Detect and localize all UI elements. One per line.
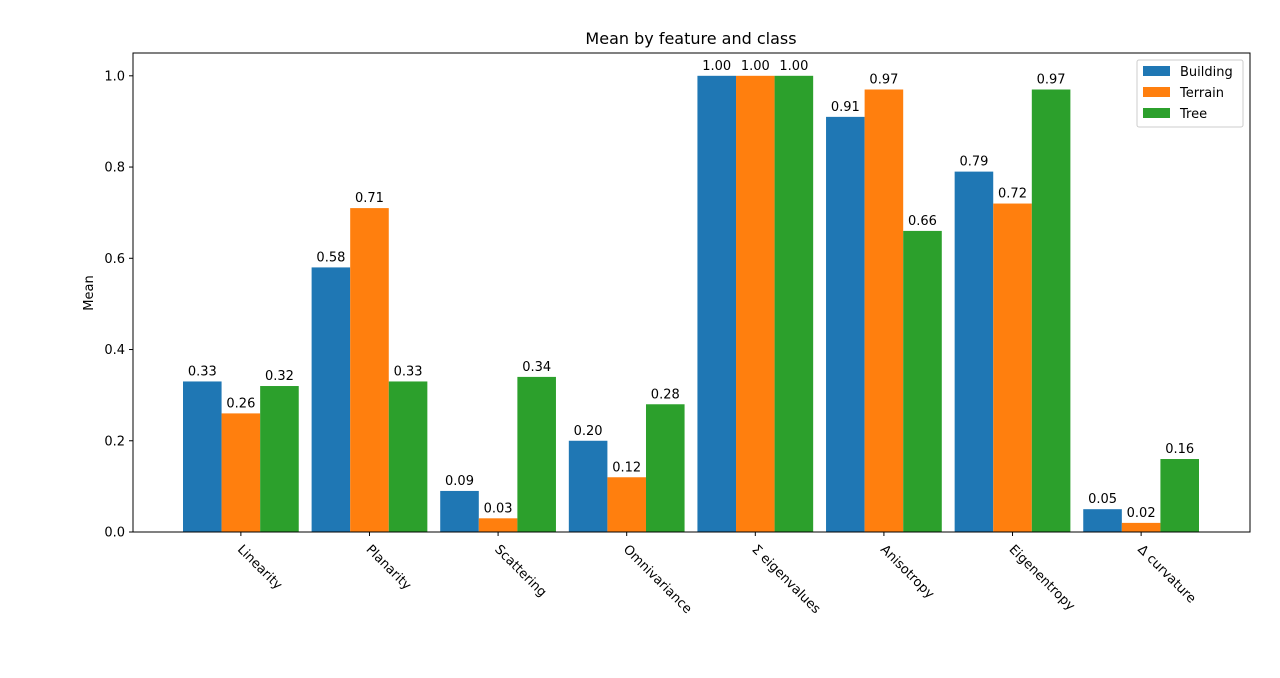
bar-tree-2 bbox=[517, 376, 556, 532]
bar-labels-group: 0.33 0.58 0.09 0.20 1.00 0.91 0.79 0.05 0.26 0.71… bbox=[188, 59, 1194, 521]
bar-label-terrain-3: 0.12 bbox=[612, 460, 641, 475]
legend: Building Terrain Tree bbox=[1136, 59, 1244, 128]
bar-label-tree-3: 0.28 bbox=[651, 387, 680, 402]
bar-terrain-5 bbox=[864, 89, 904, 532]
bar-tree-1 bbox=[388, 381, 428, 532]
bar-label-tree-6: 0.97 bbox=[1037, 73, 1066, 88]
bar-label-terrain-0: 0.26 bbox=[226, 396, 255, 411]
bar-terrain-3 bbox=[607, 477, 646, 532]
bar-tree-7 bbox=[1160, 459, 1199, 532]
y-tick-label-4: 0.8 bbox=[104, 161, 125, 176]
bar-terrain-6 bbox=[993, 203, 1032, 533]
bar-label-terrain-7: 0.02 bbox=[1127, 506, 1156, 521]
legend-swatch-terrain bbox=[1143, 87, 1170, 97]
y-tick-label-3: 0.6 bbox=[104, 252, 125, 267]
bar-label-building-5: 0.91 bbox=[831, 100, 860, 115]
bar-label-terrain-6: 0.72 bbox=[998, 187, 1027, 202]
bar-label-tree-5: 0.66 bbox=[908, 214, 937, 229]
bar-building-7 bbox=[1083, 509, 1122, 532]
legend-label-building: Building bbox=[1180, 65, 1233, 80]
bar-building-3 bbox=[568, 440, 608, 532]
bar-label-building-1: 0.58 bbox=[316, 250, 345, 265]
bar-label-building-7: 0.05 bbox=[1088, 492, 1117, 507]
y-axis: 0.0 0.2 0.4 0.6 0.8 1.0 bbox=[104, 69, 133, 541]
bar-label-tree-4: 1.00 bbox=[779, 59, 808, 74]
bar-tree-0 bbox=[260, 386, 299, 532]
bar-building-6 bbox=[954, 171, 994, 533]
bar-tree-3 bbox=[645, 404, 685, 532]
bar-building-5 bbox=[826, 116, 865, 533]
bar-terrain-7 bbox=[1121, 522, 1161, 532]
y-tick-label-0: 0.0 bbox=[104, 526, 125, 541]
bar-label-tree-1: 0.33 bbox=[394, 364, 423, 379]
bar-terrain-1 bbox=[350, 208, 389, 532]
legend-swatch-tree bbox=[1143, 108, 1170, 118]
bar-building-1 bbox=[311, 267, 351, 532]
bars-group bbox=[183, 75, 1199, 533]
bar-label-building-6: 0.79 bbox=[959, 155, 988, 170]
plot-frame bbox=[132, 52, 1251, 533]
bar-building-4 bbox=[697, 75, 737, 532]
bar-label-terrain-2: 0.03 bbox=[484, 501, 513, 516]
bar-label-tree-0: 0.32 bbox=[265, 369, 294, 384]
bar-label-terrain-5: 0.97 bbox=[869, 73, 898, 88]
bar-label-building-4: 1.00 bbox=[702, 59, 731, 74]
y-tick-label-2: 0.4 bbox=[104, 343, 125, 358]
bar-building-2 bbox=[440, 490, 479, 532]
y-tick-label-5: 1.0 bbox=[104, 69, 125, 84]
bar-label-building-3: 0.20 bbox=[574, 424, 603, 439]
bar-tree-4 bbox=[774, 75, 814, 532]
bar-label-building-0: 0.33 bbox=[188, 364, 217, 379]
bar-label-tree-2: 0.34 bbox=[522, 360, 551, 375]
bar-label-terrain-1: 0.71 bbox=[355, 191, 384, 206]
bar-terrain-0 bbox=[221, 413, 261, 532]
y-tick-label-1: 0.2 bbox=[104, 434, 125, 449]
bar-label-building-2: 0.09 bbox=[445, 474, 474, 489]
bar-terrain-2 bbox=[478, 518, 518, 532]
legend-swatch-building bbox=[1143, 66, 1170, 76]
bar-label-terrain-4: 1.00 bbox=[741, 59, 770, 74]
bar-building-0 bbox=[183, 381, 222, 532]
chart-title: Mean by feature and class bbox=[585, 29, 796, 48]
bar-tree-6 bbox=[1031, 89, 1071, 532]
bar-tree-5 bbox=[903, 230, 942, 532]
legend-label-tree: Tree bbox=[1179, 107, 1207, 122]
legend-label-terrain: Terrain bbox=[1179, 86, 1224, 101]
bar-terrain-4 bbox=[736, 75, 775, 532]
bar-label-tree-7: 0.16 bbox=[1165, 442, 1194, 457]
y-axis-label: Mean bbox=[82, 275, 97, 310]
